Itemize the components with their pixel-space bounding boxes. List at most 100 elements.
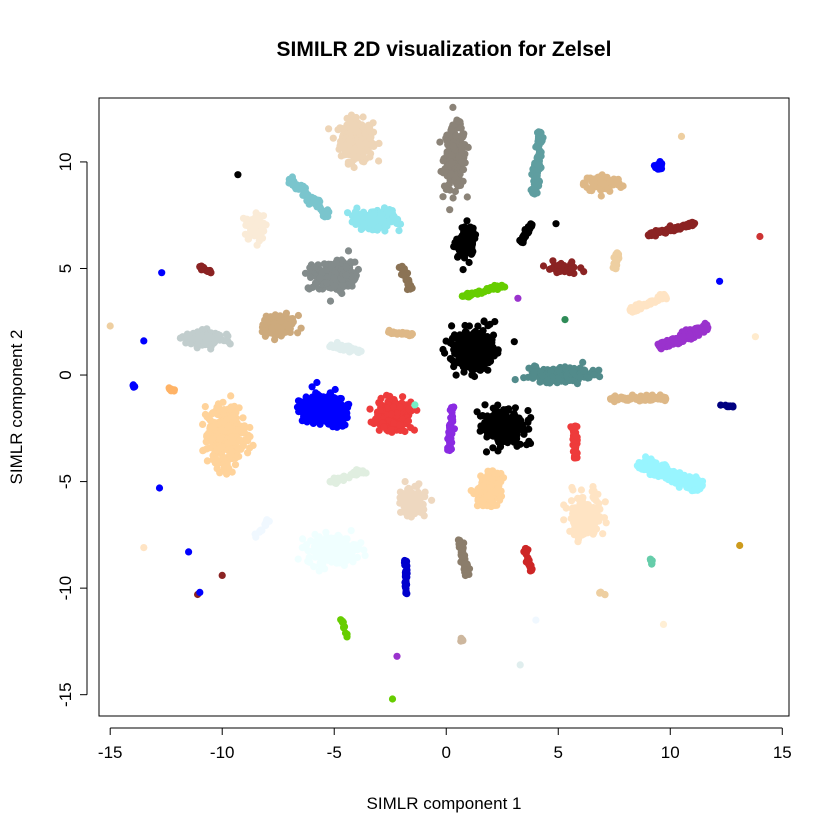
- data-point-cluster-26: [271, 311, 279, 319]
- data-point-cluster-15: [568, 258, 576, 266]
- data-point-cluster-27: [223, 330, 231, 338]
- data-point-cluster-45: [206, 424, 214, 432]
- data-point-cluster-19: [354, 265, 362, 274]
- data-point-cluster-27: [183, 332, 191, 340]
- data-point-cluster-28: [106, 322, 114, 330]
- data-point-cluster-1: [447, 170, 455, 178]
- data-point-cluster-26: [282, 309, 290, 317]
- data-point-cluster-0: [325, 125, 333, 133]
- data-point-cluster-0: [329, 134, 337, 142]
- data-point-cluster-41: [447, 430, 455, 438]
- data-point-cluster-7: [313, 196, 321, 204]
- data-point-cluster-50: [401, 478, 409, 486]
- data-point-cluster-8: [370, 210, 378, 218]
- data-point-cluster-32: [449, 356, 457, 365]
- data-point-cluster-38: [327, 392, 335, 400]
- data-point-cluster-45: [228, 448, 236, 456]
- data-point-cluster-1: [449, 194, 457, 202]
- data-point-cluster-50: [421, 488, 429, 496]
- data-point-cluster-35: [585, 374, 593, 382]
- data-point-cluster-8: [378, 211, 386, 219]
- data-point-cluster-40: [411, 401, 419, 409]
- data-point-cluster-38: [343, 409, 351, 417]
- data-point-cluster-4: [654, 160, 662, 168]
- data-point-cluster-47: [651, 463, 659, 471]
- data-point-cluster-19: [323, 279, 331, 287]
- data-point-cluster-47: [682, 482, 690, 490]
- data-point-cluster-33: [679, 333, 688, 341]
- data-point-cluster-36: [130, 382, 138, 390]
- data-point-cluster-38: [327, 402, 335, 410]
- data-point-cluster-49: [340, 472, 348, 480]
- data-point-cluster-50: [403, 512, 411, 520]
- data-point-cluster-54: [319, 545, 327, 553]
- data-point-cluster-42: [495, 438, 503, 446]
- data-point-cluster-42: [481, 401, 489, 409]
- data-point-cluster-0: [366, 126, 374, 134]
- data-point-cluster-5: [677, 132, 686, 140]
- data-point-cluster-9: [252, 209, 260, 217]
- data-point-cluster-3: [588, 187, 596, 195]
- data-point-cluster-26: [279, 329, 287, 337]
- data-point-cluster-8: [389, 213, 397, 221]
- data-point-cluster-20: [399, 271, 407, 279]
- data-point-cluster-24: [628, 306, 636, 314]
- data-point-cluster-54: [299, 535, 307, 543]
- data-point-cluster-54: [304, 557, 312, 565]
- data-point-cluster-54: [348, 550, 356, 558]
- data-point-cluster-51: [601, 498, 609, 506]
- data-point-cluster-25: [561, 316, 569, 324]
- data-point-cluster-3: [606, 177, 614, 185]
- data-point-cluster-8: [360, 219, 368, 227]
- data-point-cluster-43: [655, 394, 664, 402]
- data-point-cluster-10: [467, 250, 475, 258]
- data-point-cluster-48: [497, 478, 505, 486]
- data-point-cluster-33: [704, 324, 712, 332]
- data-point-cluster-10: [454, 253, 462, 261]
- data-point-cluster-1: [457, 124, 465, 132]
- data-point-cluster-51: [589, 530, 597, 538]
- data-point-cluster-49: [362, 469, 370, 477]
- data-point-cluster-51: [594, 490, 602, 498]
- data-point-cluster-21: [494, 285, 502, 293]
- data-point-cluster-32: [491, 318, 499, 326]
- data-point-cluster-42: [527, 414, 535, 422]
- data-point-cluster-45: [203, 431, 211, 439]
- data-point-cluster-3: [597, 192, 605, 200]
- data-point-cluster-35: [511, 376, 519, 384]
- data-point-cluster-39: [380, 423, 388, 431]
- data-point-cluster-3: [598, 171, 606, 179]
- data-point-cluster-8: [344, 209, 352, 217]
- data-point-cluster-51: [577, 486, 586, 494]
- data-point-cluster-33: [697, 326, 705, 334]
- data-point-cluster-19: [326, 297, 335, 305]
- data-point-cluster-54: [335, 538, 343, 546]
- data-point-cluster-1: [447, 151, 455, 159]
- data-point-cluster-1: [458, 158, 466, 166]
- data-points: [106, 103, 764, 703]
- data-point-cluster-0: [338, 125, 346, 133]
- data-point-cluster-39: [375, 400, 384, 408]
- data-point-cluster-6: [234, 171, 242, 179]
- data-point-cluster-26: [261, 317, 269, 325]
- data-point-cluster-19: [348, 277, 357, 286]
- data-point-cluster-35: [525, 364, 533, 372]
- data-point-cluster-13: [655, 227, 663, 235]
- data-point-cluster-42: [504, 439, 512, 447]
- data-point-cluster-2: [530, 186, 538, 194]
- data-point-cluster-50: [413, 482, 421, 490]
- data-point-cluster-51: [560, 516, 568, 524]
- data-point-cluster-32: [461, 339, 469, 347]
- data-point-cluster-9: [244, 235, 252, 243]
- data-point-cluster-10: [460, 239, 469, 247]
- data-point-cluster-38: [311, 409, 319, 417]
- data-point-cluster-47: [692, 473, 700, 481]
- data-point-cluster-9: [253, 241, 261, 249]
- data-point-cluster-54: [343, 556, 351, 565]
- data-point-cluster-0: [367, 141, 375, 149]
- data-point-cluster-51: [568, 505, 576, 513]
- data-point-cluster-0: [346, 146, 354, 154]
- data-point-cluster-19: [311, 279, 320, 287]
- data-point-cluster-1: [446, 206, 454, 214]
